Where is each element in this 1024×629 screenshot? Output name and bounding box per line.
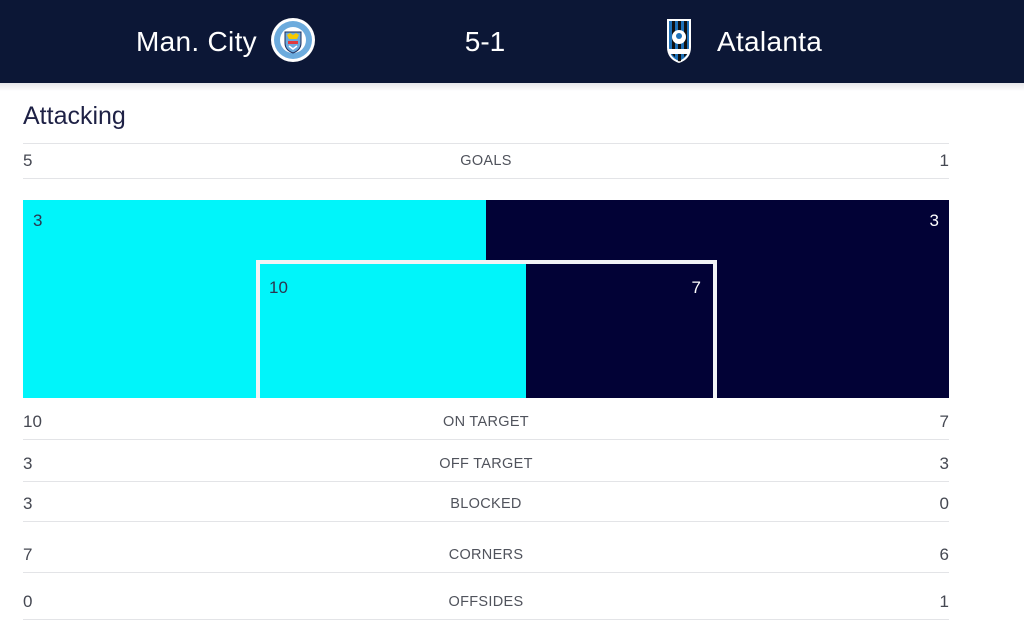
row-divider [23, 439, 949, 440]
away-corners-value: 6 [939, 545, 949, 564]
atalanta-crest-icon [667, 19, 691, 63]
home-off-target-value: 3 [23, 454, 33, 473]
shot-map-chart: 3 3 10 7 [23, 200, 949, 398]
offsides-label: OFFSIDES [448, 594, 524, 610]
goal-frame: 10 7 [256, 260, 717, 398]
away-on-target-bar [526, 264, 713, 398]
away-off-target-label: 3 [929, 211, 939, 230]
away-blocked-value: 0 [939, 494, 949, 513]
row-divider [23, 619, 949, 620]
away-on-target-value: 7 [939, 412, 949, 431]
corners-label: CORNERS [448, 547, 524, 563]
away-goals-value: 1 [939, 151, 949, 170]
home-off-target-label: 3 [33, 211, 43, 230]
header-shadow [0, 83, 1024, 91]
stat-row-off-target: 3 OFF TARGET 3 [23, 446, 949, 482]
away-team-name[interactable]: Atalanta [717, 26, 823, 57]
home-blocked-value: 3 [23, 494, 33, 513]
away-offsides-value: 1 [939, 592, 949, 611]
home-on-target-value: 10 [23, 412, 42, 431]
stat-row-offsides: 0 OFFSIDES 1 [23, 584, 949, 620]
row-divider [23, 143, 949, 144]
row-divider [23, 572, 949, 573]
row-divider [23, 521, 949, 522]
row-divider [23, 178, 949, 179]
manchester-city-crest-icon [271, 18, 315, 62]
goals-label: GOALS [460, 153, 512, 169]
home-on-target-bar [260, 264, 526, 398]
home-goals-value: 5 [23, 151, 33, 170]
section-title: Attacking [23, 102, 126, 130]
stat-row-corners: 7 CORNERS 6 [23, 537, 949, 573]
stat-row-goals: 5 GOALS 1 [23, 143, 949, 179]
home-team-name[interactable]: Man. City [136, 26, 257, 57]
stat-row-on-target: 10 ON TARGET 7 [23, 404, 949, 440]
off-target-label: OFF TARGET [439, 456, 533, 472]
match-header: Man. City 5-1 Atalanta [0, 0, 1024, 83]
home-corners-value: 7 [23, 545, 33, 564]
on-target-label: ON TARGET [443, 414, 529, 430]
blocked-label: BLOCKED [450, 496, 522, 512]
home-offsides-value: 0 [23, 592, 33, 611]
match-score: 5-1 [464, 26, 506, 57]
home-on-target-label: 10 [269, 278, 288, 297]
away-on-target-label: 7 [691, 278, 701, 297]
stat-row-blocked: 3 BLOCKED 0 [23, 486, 949, 522]
away-off-target-value: 3 [939, 454, 949, 473]
row-divider [23, 481, 949, 482]
